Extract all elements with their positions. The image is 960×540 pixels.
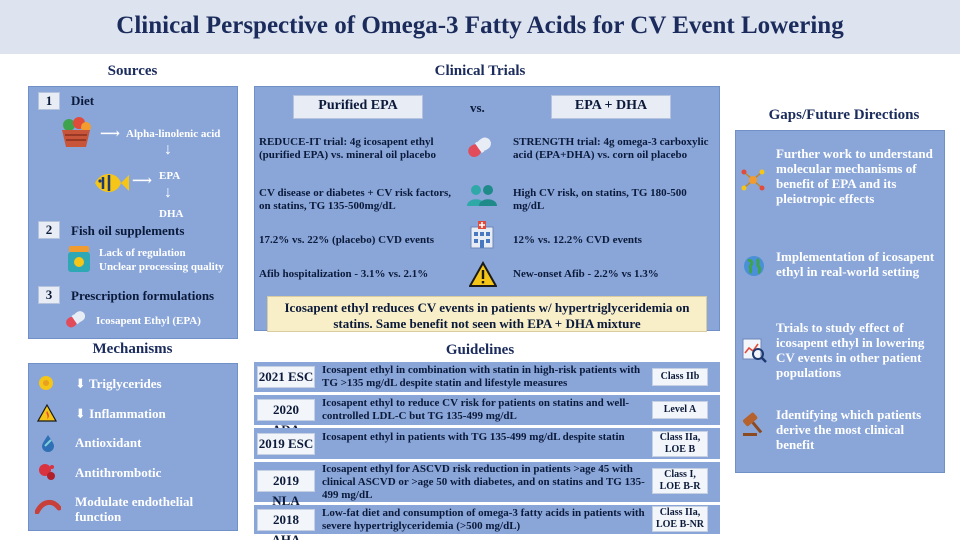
molecule-icon (37, 374, 55, 392)
gaps-panel: Further work to understand molecular mec… (735, 130, 945, 473)
source-diet-label: Diet (71, 93, 95, 108)
guideline-text: Low-fat diet and consumption of omega-3 … (322, 507, 645, 532)
fish-oil-line1: Lack of regulation (99, 247, 186, 259)
mechanisms-panel: ⬇ Triglycerides ⬇ Inflammation Antioxida… (28, 363, 238, 531)
trial-right-row-2: High CV risk, on statins, TG 180-500 mg/… (513, 187, 687, 212)
source-number: 2 (38, 221, 60, 239)
guideline-text: Icosapent ethyl in combination with stat… (322, 364, 641, 389)
guideline-text: Icosapent ethyl to reduce CV risk for pa… (322, 397, 630, 422)
gap-item-1: Further work to understand molecular mec… (776, 146, 933, 206)
warning-fire-icon (37, 404, 57, 422)
epa-dha-header: EPA + DHA (551, 95, 671, 119)
source-prescription-label: Prescription formulations (71, 288, 215, 303)
mechanism-inflammation: ⬇ Inflammation (75, 406, 166, 421)
guideline-row: 2019 ESC Icosapent ethyl in patients wit… (254, 428, 720, 459)
guideline-row: 2021 ESC Icosapent ethyl in combination … (254, 362, 720, 392)
trial-right-row-1: STRENGTH trial: 4g omega-3 carboxylic ac… (513, 136, 709, 161)
clinical-trials-heading: Clinical Trials (434, 63, 526, 79)
trial-left-row-3: 17.2% vs. 22% (placebo) CVD events (259, 234, 435, 246)
arrow-right-icon: ⟶ (132, 174, 153, 189)
capsule-icon (63, 308, 89, 330)
page-title: Clinical Perspective of Omega-3 Fatty Ac… (116, 12, 844, 39)
mechanism-triglycerides: ⬇ Triglycerides (75, 376, 162, 391)
fish-icon (91, 167, 129, 199)
guideline-class: Level A (652, 401, 708, 419)
source-fish-oil-label: Fish oil supplements (71, 223, 185, 238)
guideline-year: 2021 ESC (257, 366, 315, 388)
mechanisms-heading: Mechanisms (92, 341, 173, 357)
gaps-heading: Gaps/Future Directions (768, 107, 920, 123)
arrow-down-icon: ⬇ (75, 376, 86, 391)
capsule-icon (465, 134, 495, 160)
network-icon (740, 167, 766, 193)
gap-item-2: Implementation of icosapent ethyl in rea… (776, 249, 935, 279)
guideline-class: Class IIb (652, 368, 708, 386)
guideline-class: Class IIa, LOE B-NR (652, 506, 708, 532)
food-basket-icon (59, 115, 93, 149)
trial-left-row-2: CV disease or diabetes + CV risk factors… (259, 187, 452, 212)
guideline-year: 2019 NLA (257, 470, 315, 508)
fish-oil-line2: Unclear processing quality (99, 261, 224, 273)
ala-label: Alpha-linolenic acid (126, 128, 221, 140)
trial-left-row-4: Afib hospitalization - 3.1% vs. 2.1% (259, 268, 429, 280)
guideline-year: 2019 ESC (257, 433, 315, 455)
blood-cells-icon (37, 462, 57, 482)
gap-item-3: Trials to study effect of icosapent ethy… (776, 320, 925, 380)
mechanism-antioxidant: Antioxidant (75, 435, 142, 450)
mechanism-endothelial: Modulate endothelial function (75, 494, 194, 524)
guideline-text: Icosapent ethyl for ASCVD risk reduction… (322, 463, 645, 501)
trial-right-row-4: New-onset Afib - 2.2% vs 1.3% (513, 268, 659, 280)
trial-left-row-1: REDUCE-IT trial: 4g icosapent ethyl (pur… (259, 136, 437, 161)
trials-conclusion-callout: Icosapent ethyl reduces CV events in pat… (267, 296, 707, 332)
sources-panel: 1 Diet ⟶ Alpha-linolenic acid ↓ ⟶ EPA ↓ … (28, 86, 238, 339)
arrow-down-icon: ⬇ (75, 406, 86, 421)
globe-icon (743, 255, 765, 277)
guideline-class: Class IIa, LOE B (652, 431, 708, 457)
guideline-year: 2018 AHA (257, 509, 315, 540)
guideline-year: 2020 ADA (257, 399, 315, 437)
droplet-icon (41, 434, 55, 452)
sources-heading: Sources (107, 63, 158, 79)
guideline-text: Icosapent ethyl in patients with TG 135-… (322, 431, 625, 443)
source-number: 3 (38, 286, 60, 304)
chart-search-icon (741, 337, 767, 363)
title-bar (0, 0, 960, 54)
arrow-down-icon: ↓ (164, 141, 172, 158)
trials-panel: Purified EPA vs. EPA + DHA REDUCE-IT tri… (254, 86, 720, 332)
people-icon (465, 183, 499, 207)
vessel-icon (35, 498, 61, 514)
dha-label: DHA (159, 208, 184, 220)
arrow-right-icon: ⟶ (100, 127, 121, 142)
trial-right-row-3: 12% vs. 12.2% CVD events (513, 234, 642, 246)
guideline-row: 2019 NLA Icosapent ethyl for ASCVD risk … (254, 462, 720, 508)
epa-label: EPA (159, 170, 181, 182)
hospital-icon (469, 221, 495, 249)
prescription-label: Icosapent Ethyl (EPA) (96, 315, 201, 327)
warning-icon (469, 261, 497, 287)
guidelines-heading: Guidelines (445, 342, 515, 358)
guidelines-list: 2021 ESC Icosapent ethyl in combination … (254, 362, 720, 540)
source-number: 1 (38, 92, 60, 110)
supplement-jar-icon (65, 244, 93, 274)
guideline-row: 2018 AHA Low-fat diet and consumption of… (254, 505, 720, 540)
gap-item-4: Identifying which patients derive the mo… (776, 407, 922, 452)
arrow-down-icon: ↓ (164, 184, 172, 201)
gavel-icon (741, 411, 767, 437)
mechanism-antithrombotic: Antithrombotic (75, 465, 162, 480)
vs-label: vs. (470, 100, 485, 115)
guideline-class: Class I, LOE B-R (652, 468, 708, 494)
purified-epa-header: Purified EPA (293, 95, 423, 119)
guideline-row: 2020 ADA Icosapent ethyl to reduce CV ri… (254, 395, 720, 437)
